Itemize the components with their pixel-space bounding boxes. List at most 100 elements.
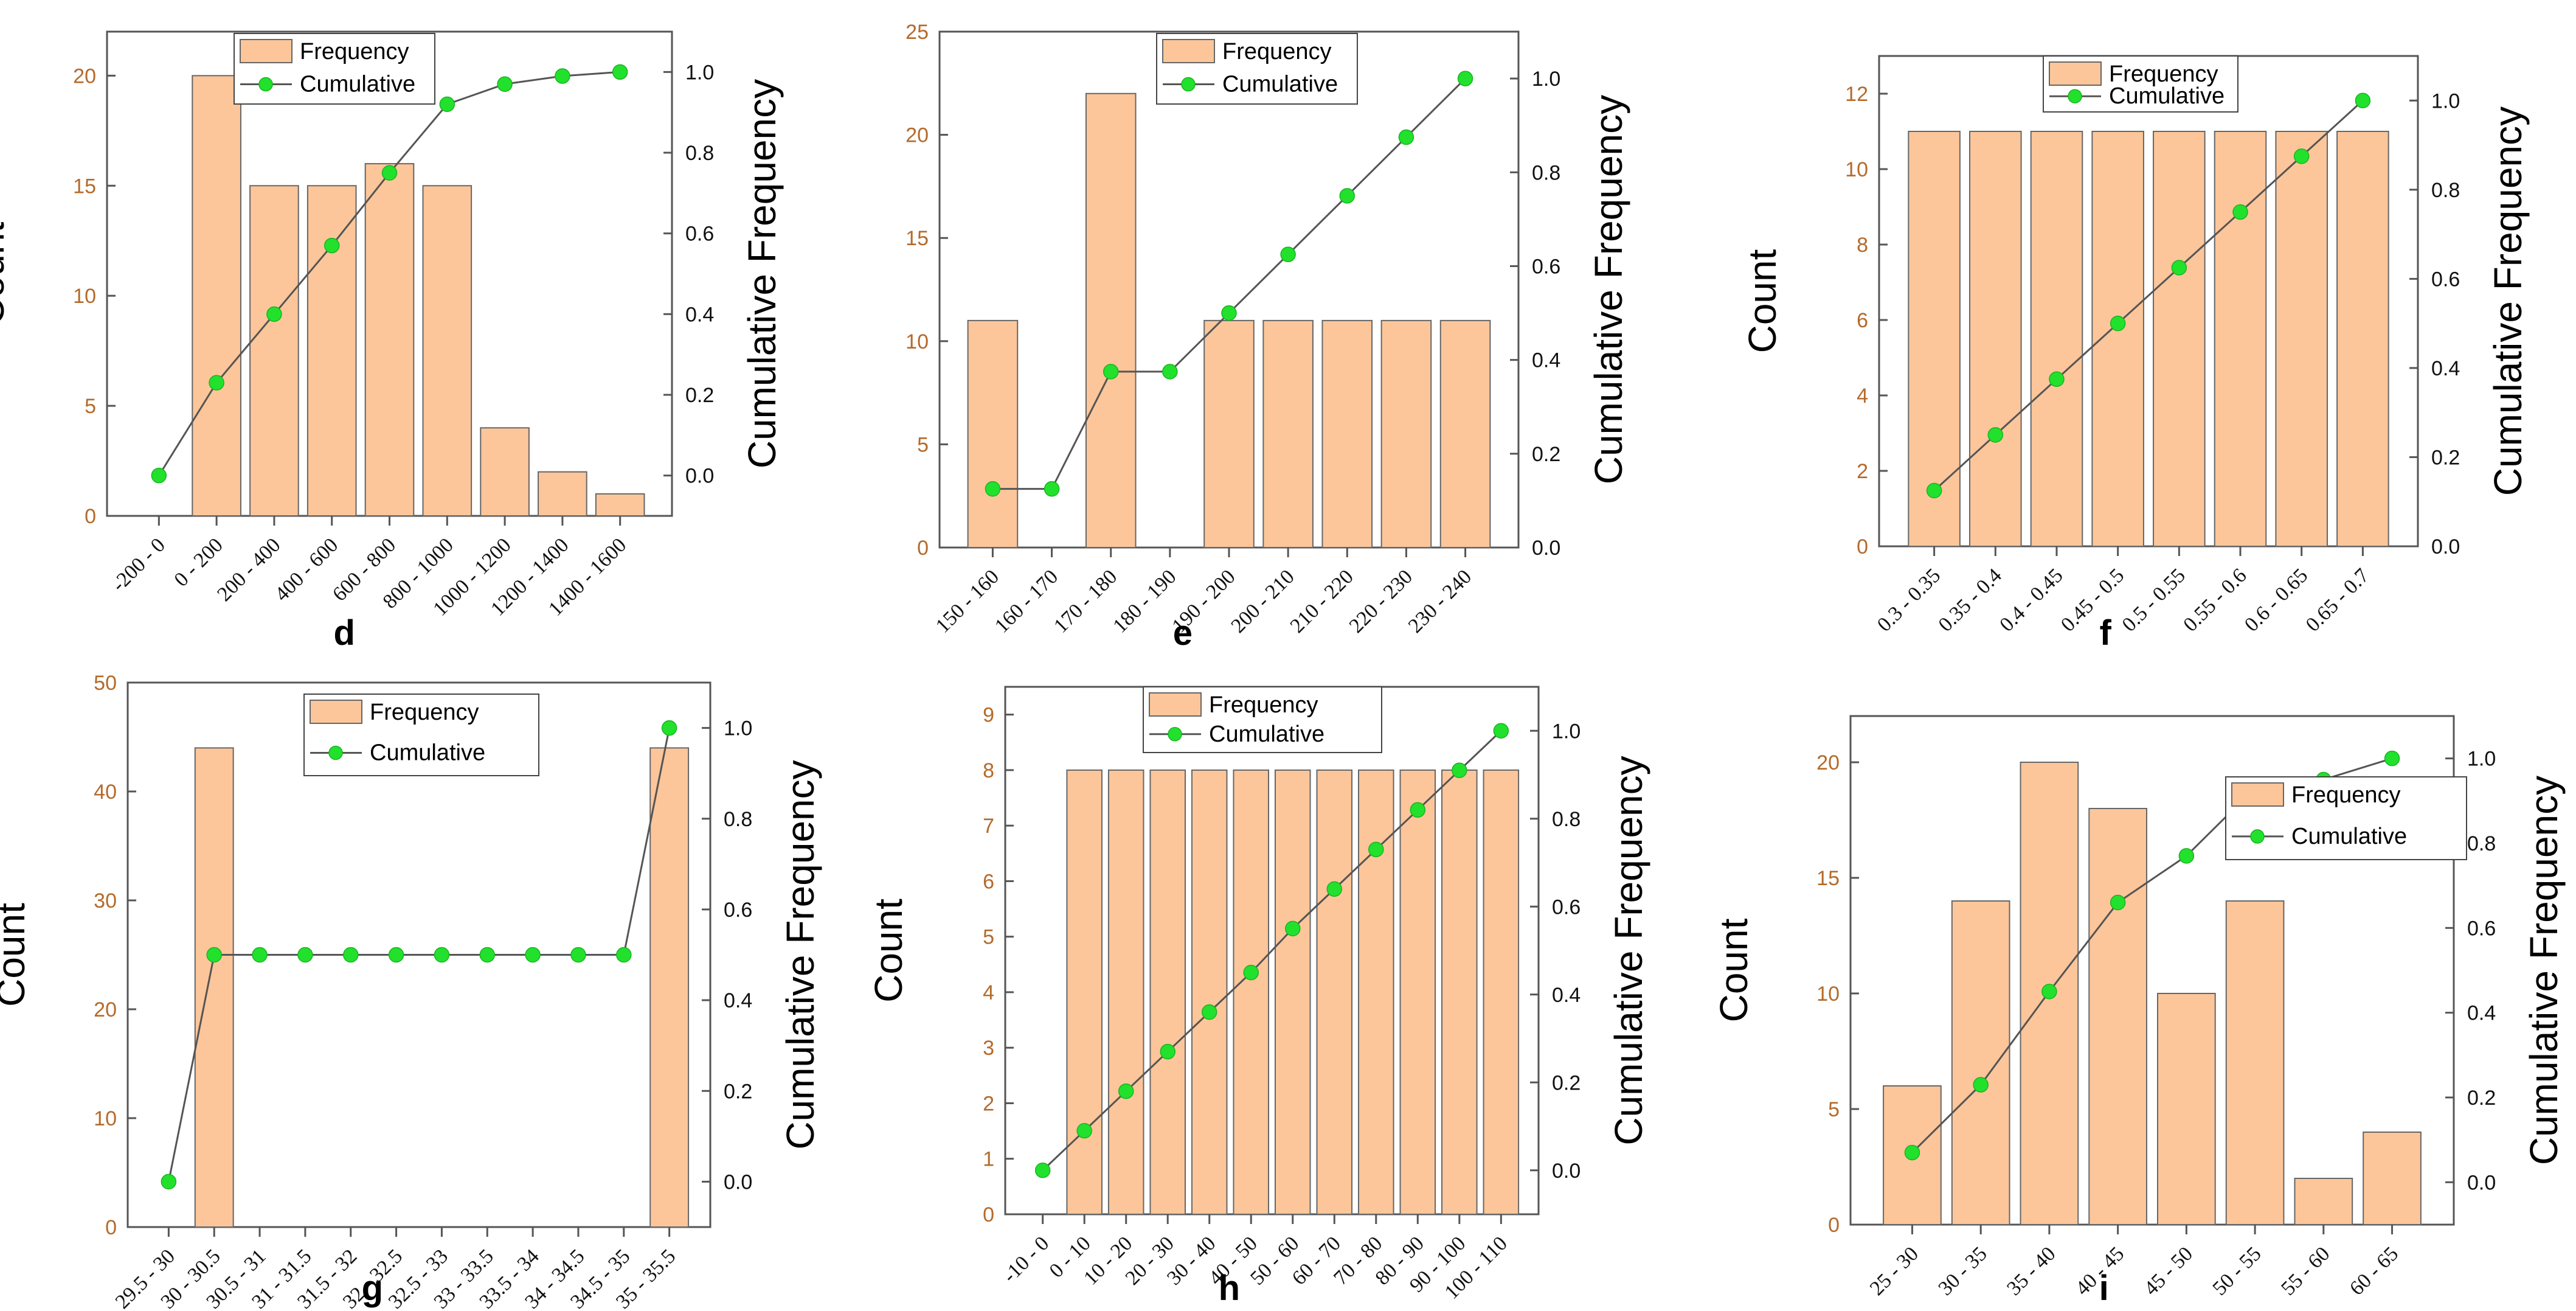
frequency-bar — [2030, 131, 2083, 547]
legend-frequency-swatch — [1149, 692, 1202, 717]
cumulative-point — [1076, 1122, 1092, 1139]
panel-label: d — [333, 613, 355, 653]
frequency-bar — [2214, 131, 2267, 547]
left-y-tick-label: 7 — [983, 815, 994, 838]
left-y-axis-title: Count — [0, 903, 33, 1007]
frequency-bar — [1316, 769, 1353, 1215]
left-y-tick-label: 30 — [94, 889, 117, 913]
left-y-tick-label: 10 — [73, 285, 96, 308]
frequency-bar — [1883, 1085, 1942, 1225]
x-tick-label: 0.3 - 0.35 — [1873, 564, 1945, 636]
frequency-bar — [1321, 319, 1373, 548]
x-tick-label: 55 - 60 — [2277, 1242, 2334, 1299]
legend-frequency-swatch — [2231, 782, 2284, 807]
cumulative-point — [2049, 371, 2065, 387]
cumulative-point — [2110, 894, 2126, 911]
frequency-bar — [249, 185, 299, 517]
frequency-bar — [1399, 769, 1436, 1215]
cumulative-point — [2171, 260, 2187, 276]
cumulative-point — [2110, 315, 2126, 332]
right-y-tick-label: 0.0 — [724, 1170, 752, 1194]
frequency-bar — [2275, 131, 2328, 547]
cumulative-point — [2384, 750, 2400, 767]
left-y-tick-label: 5 — [917, 433, 929, 456]
cumulative-point — [297, 947, 313, 963]
frequency-bar — [1203, 319, 1255, 548]
left-y-tick-label: 5 — [983, 926, 994, 949]
x-tick-label: 0.65 - 0.7 — [2302, 564, 2373, 636]
right-y-tick-label: 0.2 — [2431, 446, 2460, 469]
legend-cumulative-point — [258, 77, 273, 92]
x-tick-label: 35 - 40 — [2003, 1242, 2060, 1299]
frequency-bar — [192, 75, 241, 516]
cumulative-point — [439, 96, 455, 113]
x-tick-label: 60 - 65 — [2346, 1242, 2403, 1299]
right-y-tick-label: 0.4 — [724, 989, 752, 1012]
right-y-tick-label: 1.0 — [2431, 89, 2460, 113]
legend-cumulative-label: Cumulative — [2291, 824, 2407, 849]
x-tick-label: 220 - 230 — [1345, 565, 1417, 637]
left-y-tick-label: 0 — [983, 1203, 994, 1226]
right-y-tick-label: 0.2 — [685, 384, 714, 407]
frequency-bar — [595, 493, 645, 516]
legend-frequency-label: Frequency — [370, 700, 479, 725]
legend-frequency-label: Frequency — [1209, 692, 1318, 718]
frequency-bar — [2088, 808, 2147, 1225]
cumulative-line — [1933, 100, 2364, 492]
left-y-tick-label: 1 — [983, 1148, 994, 1171]
legend-box — [2225, 776, 2467, 860]
frequency-bar — [480, 427, 530, 516]
frequency-bar — [1233, 769, 1270, 1215]
left-y-tick-label: 12 — [1845, 83, 1868, 106]
x-tick-label: 0.45 - 0.5 — [2057, 564, 2128, 636]
x-tick-label: 200 - 210 — [1227, 565, 1298, 637]
x-tick-label: 400 - 600 — [271, 534, 342, 605]
cumulative-point — [1160, 1043, 1175, 1060]
legend-frequency-label: Frequency — [2109, 61, 2218, 87]
x-tick-label: -200 - 0 — [108, 534, 170, 596]
x-tick-label: 210 - 220 — [1286, 565, 1358, 637]
frequency-bar — [194, 747, 234, 1228]
x-tick-label: 45 - 50 — [2140, 1242, 2197, 1299]
cumulative-point — [1243, 964, 1259, 981]
legend-cumulative-label: Cumulative — [300, 72, 415, 97]
legend-cumulative-label: Cumulative — [370, 740, 485, 765]
left-y-tick-label: 0 — [105, 1216, 117, 1239]
frequency-bar — [1908, 131, 1961, 547]
cumulative-line — [167, 728, 671, 1182]
chart-svg-i: 0 5 10 15 20 0.0 0.2 0.4 0.6 0.8 1.0 25 - 30 30 - 35… — [1717, 715, 2566, 1308]
cumulative-point — [1201, 1004, 1217, 1020]
frequency-bar — [1107, 769, 1144, 1215]
cumulative-point — [1339, 188, 1356, 204]
chart-panel-e: 0 5 10 15 20 25 0.0 0.2 0.4 0.6 0.8 1.0 150 - 160 160… — [859, 0, 1717, 655]
right-y-axis-title: Cumulative Frequency — [778, 760, 822, 1149]
x-tick-label: 230 - 240 — [1404, 565, 1476, 637]
cumulative-point — [612, 64, 628, 80]
right-y-tick-label: 1.0 — [1532, 68, 1560, 91]
cumulative-point — [1926, 482, 1942, 499]
legend-cumulative-point — [2068, 89, 2082, 103]
cumulative-point — [206, 947, 222, 963]
cumulative-point — [388, 947, 404, 963]
x-tick-label: 0.4 - 0.45 — [1995, 564, 2067, 636]
left-y-tick-label: 20 — [905, 124, 929, 147]
panel-label: g — [362, 1268, 383, 1308]
right-y-tick-label: 0.6 — [724, 899, 752, 922]
left-y-tick-label: 9 — [983, 704, 994, 727]
x-tick-label: 200 - 400 — [213, 534, 285, 605]
cumulative-point — [616, 947, 632, 963]
right-y-tick-label: 0.6 — [685, 223, 714, 246]
cumulative-point — [661, 720, 677, 736]
right-y-tick-label: 0.8 — [1552, 808, 1581, 831]
left-y-tick-label: 20 — [94, 998, 117, 1021]
right-y-tick-label: 1.0 — [1552, 720, 1581, 743]
cumulative-point — [324, 237, 340, 254]
left-y-tick-label: 10 — [94, 1107, 117, 1130]
left-y-tick-label: 8 — [983, 759, 994, 782]
left-y-axis-title: Count — [1717, 918, 1756, 1022]
right-y-tick-label: 0.8 — [724, 808, 752, 831]
panel-label: e — [1173, 613, 1193, 653]
frequency-bar — [2363, 1132, 2422, 1225]
right-y-tick-label: 0.2 — [1552, 1071, 1581, 1094]
